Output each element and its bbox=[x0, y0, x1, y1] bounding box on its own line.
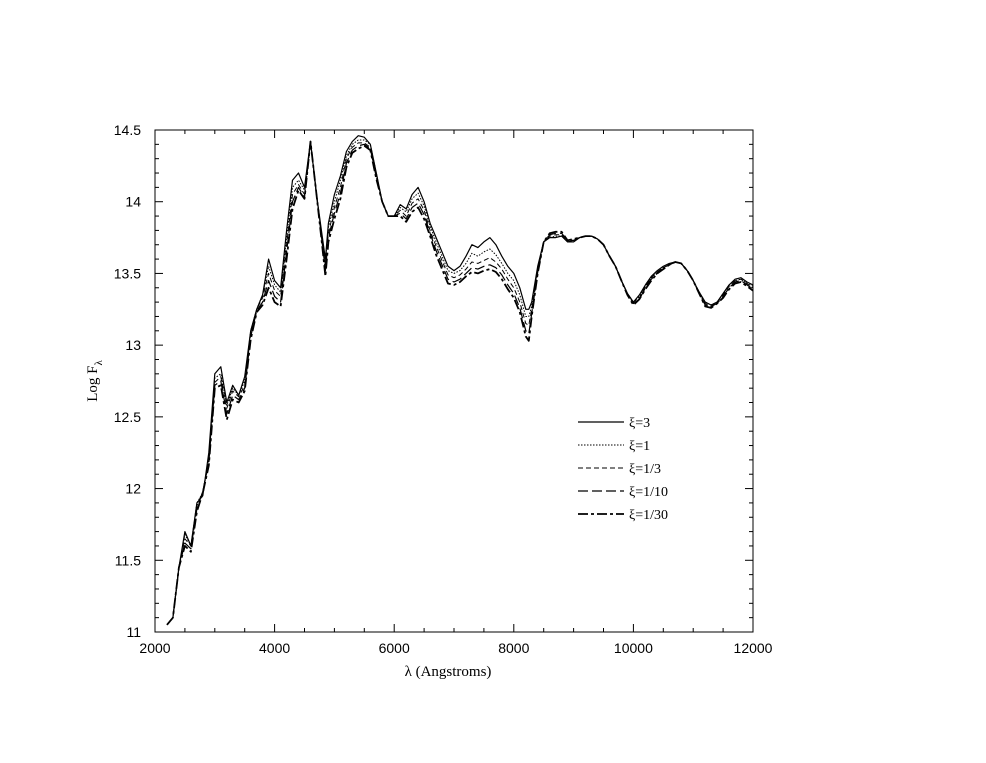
x-tick-label: 6000 bbox=[379, 640, 410, 656]
legend-label: ξ=1 bbox=[629, 439, 650, 454]
x-tick-label: 10000 bbox=[614, 640, 653, 656]
x-tick-label: 8000 bbox=[498, 640, 529, 656]
series-line-3 bbox=[166, 141, 753, 626]
series-line-4 bbox=[166, 140, 753, 626]
x-tick-label: 12000 bbox=[734, 640, 773, 656]
legend-label: ξ=1/3 bbox=[629, 462, 661, 477]
legend-label: ξ=1/10 bbox=[629, 485, 668, 500]
axis-ticks: 2000 4000 6000 8000 10000 12000 11 11.5 12 12.5 13… bbox=[114, 122, 773, 656]
legend-label: ξ=3 bbox=[629, 416, 650, 431]
series-lines bbox=[166, 135, 753, 626]
x-axis-label: λ (Angstroms) bbox=[405, 664, 492, 680]
y-axis-label: Log F bbox=[85, 366, 101, 402]
y-axis-label-subscript: λ bbox=[93, 360, 105, 366]
x-tick-label: 4000 bbox=[259, 640, 290, 656]
y-tick-label: 12 bbox=[125, 481, 141, 497]
y-tick-label: 13 bbox=[125, 337, 141, 353]
legend-label: ξ=1/30 bbox=[629, 508, 668, 523]
legend: ξ=3 ξ=1 ξ=1/3 ξ=1/10 ξ=1/30 bbox=[578, 416, 668, 523]
y-tick-label: 12.5 bbox=[114, 409, 141, 425]
y-tick-label: 11.5 bbox=[115, 552, 141, 568]
y-tick-label: 14 bbox=[125, 194, 141, 210]
y-tick-label: 14.5 bbox=[114, 122, 141, 138]
series-line-2 bbox=[166, 139, 753, 626]
x-tick-label: 2000 bbox=[139, 640, 170, 656]
svg-text:Log Fλ: Log Fλ bbox=[85, 360, 105, 402]
y-tick-label: 11 bbox=[126, 624, 141, 640]
series-line-5 bbox=[166, 140, 753, 626]
series-line-1 bbox=[166, 135, 753, 626]
y-tick-label: 13.5 bbox=[114, 265, 141, 281]
y-axis-label-group: Log Fλ bbox=[85, 360, 105, 402]
